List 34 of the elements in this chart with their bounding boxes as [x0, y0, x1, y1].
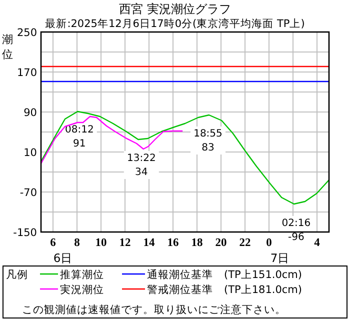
x-tick-label: 18	[191, 237, 203, 249]
x-tick-label: 14	[143, 237, 155, 249]
annotation: 13:22 34	[126, 153, 156, 178]
annotation: 08:12 91	[64, 124, 94, 150]
x-tick-label: 12	[119, 237, 131, 249]
chart-subtitle: 最新:2025年12月6日17時0分(東京湾平均海面 TP上)	[45, 17, 305, 30]
chart-title: 西宮 実況潮位グラフ	[119, 2, 231, 16]
legend-label: 推算潮位	[60, 268, 104, 281]
legend-title: 凡例	[6, 269, 28, 281]
x-tick-label: 4	[314, 237, 320, 249]
x-tick-label: 22	[239, 237, 251, 249]
y-tick-label: 10	[24, 147, 37, 159]
y-axis-title: 潮位	[2, 33, 13, 61]
legend-label: 実況潮位	[60, 283, 104, 296]
text: 6日	[53, 251, 73, 265]
legend-label: 警戒潮位基準 (TP上181.0cm)	[147, 283, 302, 296]
x-tick-label: 10	[95, 237, 107, 249]
legend-label: 通報潮位基準 (TP上151.0cm)	[147, 268, 302, 281]
y-tick-label: -70	[20, 187, 37, 199]
annotation: 18:55 83	[194, 128, 222, 154]
text: この観測値は速報値です。取り扱いにご注意下さい。	[22, 303, 286, 316]
x-tick-label: 6	[50, 237, 56, 249]
annotation: 02:16 -96	[282, 218, 311, 243]
x-tick-label: 8	[74, 237, 80, 249]
y-tick-label: 170	[16, 67, 37, 79]
x-tick-label: 0	[266, 237, 272, 249]
y-tick-label: 90	[24, 107, 37, 119]
y-tick-label: -150	[13, 227, 37, 239]
line-series	[40, 116, 184, 164]
line-series	[40, 110, 330, 205]
x-tick-label: 20	[215, 237, 227, 249]
y-tick-label: 250	[16, 27, 37, 39]
text: 7日	[270, 251, 290, 265]
x-tick-label: 16	[167, 237, 179, 249]
